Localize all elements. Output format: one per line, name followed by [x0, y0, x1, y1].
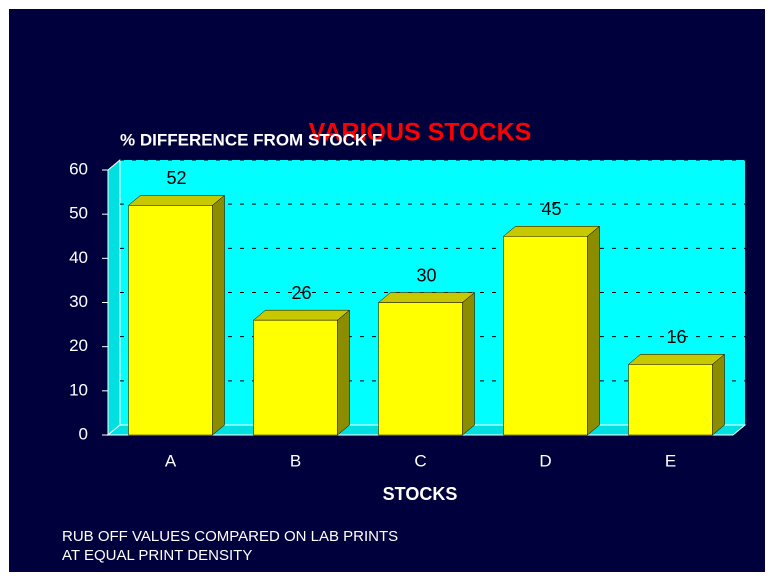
y-tick-label: 60	[69, 159, 88, 178]
y-tick-label: 0	[79, 424, 88, 443]
x-tick-label: C	[414, 451, 426, 470]
y-tick-label: 30	[69, 292, 88, 311]
y-tick-label: 20	[69, 336, 88, 355]
note: AT EQUAL PRINT DENSITY	[62, 547, 252, 564]
y-tick-label: 50	[69, 204, 88, 223]
bar-side	[712, 353, 725, 436]
bar	[377, 291, 476, 436]
bar-top	[627, 354, 726, 365]
subtitle: % DIFFERENCE FROM STOCK F	[120, 130, 382, 149]
y-tick-label: 10	[69, 380, 88, 399]
bar-front	[378, 302, 463, 436]
data-label: 30	[416, 265, 436, 285]
bar-side	[587, 225, 600, 436]
x-axis-label: STOCKS	[383, 484, 458, 504]
bar-top	[502, 226, 601, 237]
note: RUB OFF VALUES COMPARED ON LAB PRINTS	[62, 528, 398, 545]
data-label: 16	[666, 327, 686, 347]
data-label: 45	[541, 199, 561, 219]
bar-side	[462, 291, 475, 436]
plot-area	[106, 158, 747, 437]
bar	[627, 353, 726, 436]
x-tick-label: E	[665, 451, 676, 470]
x-tick-label: D	[539, 451, 551, 470]
bar-top	[127, 195, 226, 206]
bar	[252, 309, 351, 436]
bar	[502, 225, 601, 436]
x-tick-label: A	[165, 451, 177, 470]
bar-side	[337, 309, 350, 436]
bar-side	[212, 194, 225, 436]
bar-front	[503, 236, 588, 436]
side-wall	[107, 158, 121, 437]
x-tick-label: B	[290, 451, 301, 470]
data-label: 26	[291, 283, 311, 303]
bar-top	[377, 292, 476, 303]
bar	[127, 194, 226, 436]
chart-title: VARIOUS STOCKS	[309, 119, 532, 147]
bar-front	[253, 319, 338, 436]
bar-front	[128, 205, 213, 436]
y-tick-label: 40	[69, 248, 88, 267]
bar-front	[628, 364, 713, 436]
bar-top	[252, 309, 351, 321]
data-label: 52	[166, 168, 186, 188]
